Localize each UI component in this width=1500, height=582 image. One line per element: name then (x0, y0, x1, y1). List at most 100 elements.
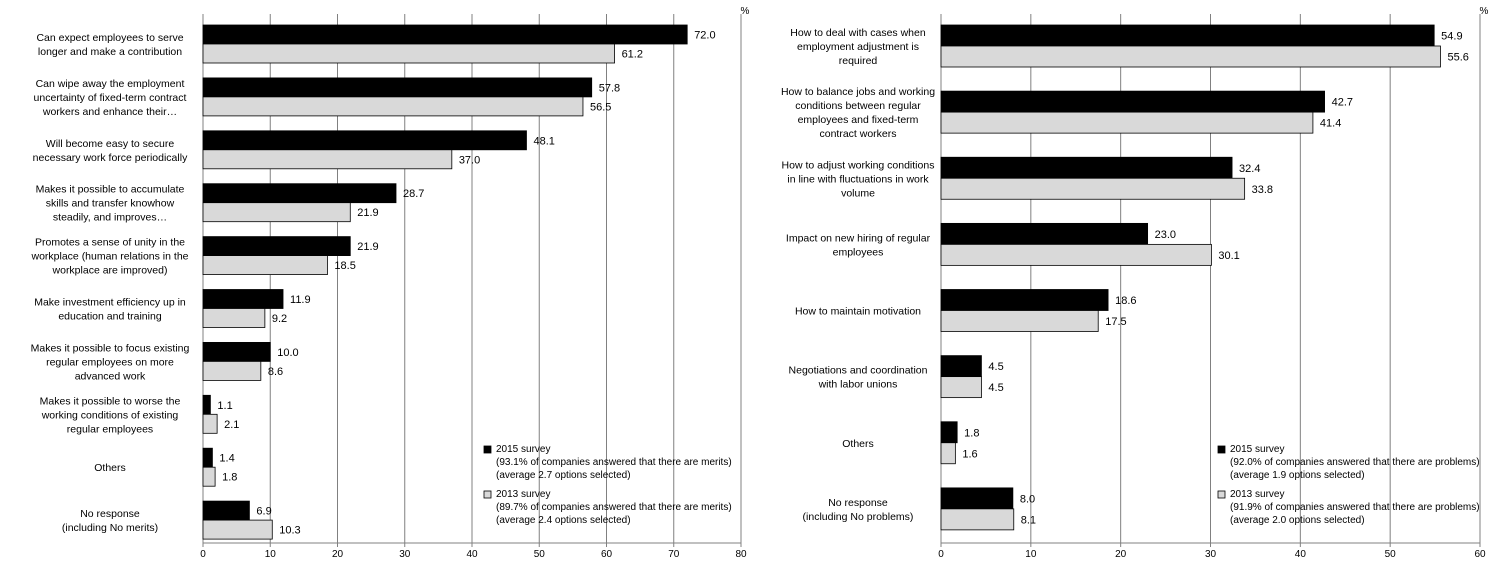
bar-2013 (202, 308, 266, 328)
data-label: 54.9 (1441, 31, 1462, 43)
category-label: Make investment efficiency up in (34, 297, 186, 309)
category-labels: How to deal with cases when employment ad… (781, 27, 935, 523)
category-label: conditions between regular (795, 100, 921, 112)
bar-2013 (202, 413, 218, 434)
category-label: (including No merits) (62, 522, 158, 534)
category-label: volume (841, 187, 875, 199)
data-label: 55.6 (1447, 52, 1468, 64)
x-tick-label: 30 (399, 549, 411, 560)
bar-2013 (202, 43, 615, 64)
legend-swatch-2013 (1217, 490, 1226, 499)
bar-2015 (202, 77, 593, 98)
category-label: skills and transfer knowhow (46, 198, 175, 210)
x-axis: 0 10 20 30 40 50 60 70 80 (200, 542, 747, 560)
data-label: 17.5 (1105, 316, 1126, 328)
data-label: 32.4 (1239, 163, 1260, 175)
data-label: 6.9 (256, 506, 271, 518)
category-label: Makes it possible to focus existing (31, 342, 190, 354)
bar-2015 (940, 421, 958, 444)
legend-swatch-2013 (483, 490, 492, 499)
category-label: Others (842, 438, 874, 450)
bar-2013 (940, 177, 1246, 200)
legend-note: (93.1% of companies answered that there … (496, 457, 732, 468)
category-label: longer and make a contribution (38, 46, 182, 58)
category-label: employees (833, 246, 884, 258)
data-label: 61.2 (622, 49, 643, 61)
bar-2013 (202, 519, 273, 540)
legend-note: (average 2.7 options selected) (496, 470, 631, 481)
category-label: Will become easy to secure (46, 138, 175, 150)
bar-2013 (202, 96, 584, 117)
category-label: working conditions of existing (41, 409, 179, 421)
x-tick-label: 40 (466, 549, 478, 560)
bar-2013 (940, 442, 956, 465)
category-label: Promotes a sense of unity in the (35, 237, 185, 249)
bar-2015 (940, 487, 1014, 510)
legend-note: (average 1.9 options selected) (1230, 470, 1365, 481)
category-label: How to adjust working conditions (782, 159, 935, 171)
category-label: Can wipe away the employment (36, 78, 185, 90)
bar-2015 (202, 236, 351, 257)
bar-2015 (202, 447, 213, 468)
unit-label: % (1480, 6, 1489, 17)
data-label: 1.1 (217, 400, 232, 412)
bar-2015 (202, 289, 284, 309)
bar-2015 (940, 289, 1109, 311)
data-label: 41.4 (1320, 118, 1341, 130)
x-tick-label: 50 (1385, 549, 1397, 560)
bar-2013 (940, 376, 982, 399)
legend: 2015 survey (93.1% of companies answered … (483, 444, 732, 526)
bar-2013 (202, 466, 216, 487)
data-label: 2.1 (224, 419, 239, 431)
x-tick-label: 20 (1115, 549, 1127, 560)
data-label: 72.0 (694, 30, 715, 42)
data-label: 37.0 (459, 154, 480, 166)
bar-2015 (202, 500, 250, 521)
bars: 72.061.257.856.548.137.028.721.921.918.5… (202, 24, 716, 540)
x-tick-label: 10 (1025, 549, 1037, 560)
legend: 2015 survey (92.0% of companies answered … (1217, 444, 1480, 526)
data-label: 56.5 (590, 101, 611, 113)
chart-1: 0 10 20 30 40 50 60 70 80% 72.0 61.2 57.8 56.5 48.1 37… (31, 6, 750, 560)
legend-name: 2013 survey (1230, 489, 1284, 500)
data-label: 1.6 (962, 448, 977, 460)
legend-swatch-2015 (1217, 445, 1226, 454)
data-label: 1.8 (964, 427, 979, 439)
legend-note: (91.9% of companies answered that there … (1230, 502, 1480, 513)
category-label: How to balance jobs and working (781, 86, 935, 98)
bar-2013 (940, 111, 1314, 134)
data-label: 21.9 (357, 207, 378, 219)
category-label: Others (94, 462, 126, 474)
x-tick-label: 0 (938, 549, 944, 560)
x-tick-label: 50 (534, 549, 546, 560)
category-label: Can expect employees to serve (36, 32, 183, 44)
bars: 54.9 55.6 42.7 41.4 32.4 33.8 23.0 30.1 18.6 17.5… (940, 24, 1469, 531)
category-label: Makes it possible to accumulate (36, 184, 185, 196)
category-label: regular employees on more (46, 356, 174, 368)
chart-2: 0 10 20 30 40 50 60% 54.9 55.6 42.7 41.4 32.4 33.8 23… (781, 6, 1489, 560)
x-tick-label: 80 (735, 549, 747, 560)
x-tick-label: 60 (601, 549, 613, 560)
data-label: 18.6 (1115, 295, 1136, 307)
data-label: 1.4 (219, 453, 234, 465)
category-label: workplace (human relations in the (31, 251, 189, 263)
x-tick-label: 10 (265, 549, 277, 560)
x-tick-label: 30 (1205, 549, 1217, 560)
legend-name: 2013 survey (496, 489, 550, 500)
bar-2015 (940, 90, 1325, 113)
data-label: 11.9 (290, 294, 311, 306)
legend-note: (92.0% of companies answered that there … (1230, 457, 1480, 468)
category-label: How to deal with cases when (790, 27, 926, 39)
category-label: education and training (58, 311, 161, 323)
data-label: 48.1 (533, 135, 554, 147)
category-label: with labor unions (818, 379, 898, 391)
category-label: (including No problems) (803, 511, 914, 523)
x-tick-label: 70 (668, 549, 680, 560)
category-label: regular employees (67, 423, 153, 435)
x-tick-label: 20 (332, 549, 344, 560)
category-label: employees and fixed-term (798, 114, 919, 126)
x-tick-label: 0 (200, 549, 206, 560)
data-label: 8.6 (268, 366, 283, 378)
data-label: 4.5 (988, 382, 1003, 394)
